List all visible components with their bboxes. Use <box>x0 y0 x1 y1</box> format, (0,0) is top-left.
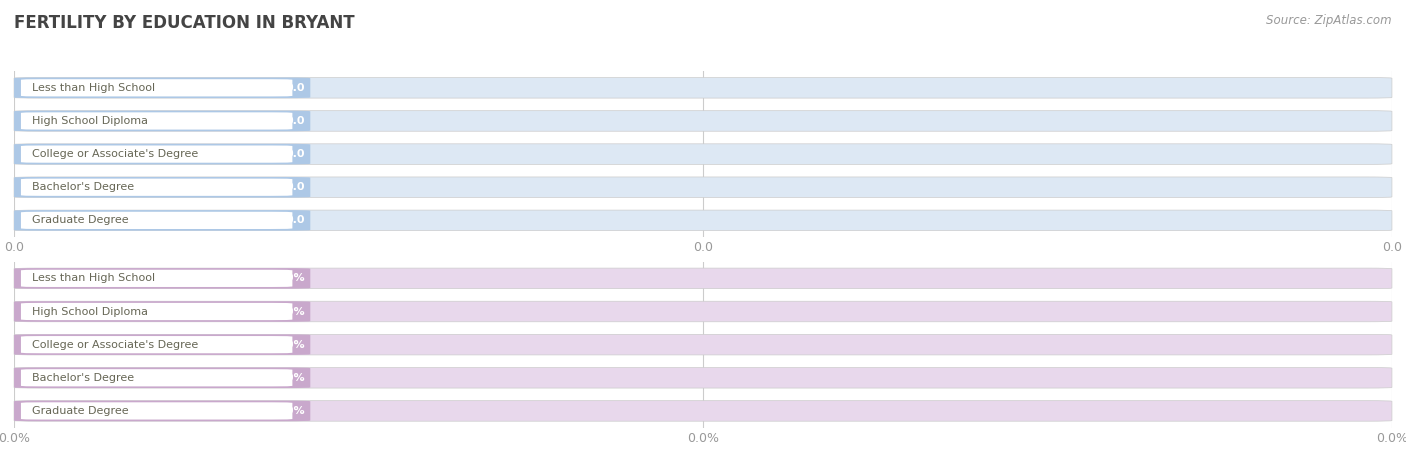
FancyBboxPatch shape <box>14 210 311 231</box>
FancyBboxPatch shape <box>14 177 1392 198</box>
Text: College or Associate's Degree: College or Associate's Degree <box>32 149 198 159</box>
FancyBboxPatch shape <box>14 368 1392 388</box>
FancyBboxPatch shape <box>21 336 292 353</box>
FancyBboxPatch shape <box>21 113 292 130</box>
Text: 0.0: 0.0 <box>285 116 305 126</box>
FancyBboxPatch shape <box>21 369 292 386</box>
Text: College or Associate's Degree: College or Associate's Degree <box>32 340 198 350</box>
Text: 0.0%: 0.0% <box>274 306 305 316</box>
Text: 0.0: 0.0 <box>285 83 305 93</box>
Text: High School Diploma: High School Diploma <box>32 116 148 126</box>
FancyBboxPatch shape <box>21 179 292 196</box>
Text: Less than High School: Less than High School <box>32 83 155 93</box>
FancyBboxPatch shape <box>21 303 292 320</box>
Text: 0.0%: 0.0% <box>274 274 305 284</box>
Text: 0.0: 0.0 <box>285 149 305 159</box>
FancyBboxPatch shape <box>14 400 311 421</box>
FancyBboxPatch shape <box>21 79 292 96</box>
FancyBboxPatch shape <box>21 212 292 229</box>
FancyBboxPatch shape <box>14 177 311 198</box>
Text: 0.0: 0.0 <box>285 215 305 225</box>
FancyBboxPatch shape <box>14 144 311 164</box>
FancyBboxPatch shape <box>14 144 1392 164</box>
FancyBboxPatch shape <box>21 402 292 419</box>
Text: Bachelor's Degree: Bachelor's Degree <box>32 182 134 192</box>
FancyBboxPatch shape <box>14 77 311 98</box>
Text: 0.0%: 0.0% <box>274 340 305 350</box>
FancyBboxPatch shape <box>14 268 1392 289</box>
Text: 0.0%: 0.0% <box>274 406 305 416</box>
Text: 0.0%: 0.0% <box>274 373 305 383</box>
FancyBboxPatch shape <box>14 77 1392 98</box>
FancyBboxPatch shape <box>14 111 311 131</box>
Text: Bachelor's Degree: Bachelor's Degree <box>32 373 134 383</box>
FancyBboxPatch shape <box>14 334 311 355</box>
FancyBboxPatch shape <box>14 301 1392 322</box>
FancyBboxPatch shape <box>14 210 1392 231</box>
Text: Graduate Degree: Graduate Degree <box>32 215 128 225</box>
Text: 0.0: 0.0 <box>285 182 305 192</box>
FancyBboxPatch shape <box>21 270 292 287</box>
FancyBboxPatch shape <box>14 268 311 289</box>
Text: High School Diploma: High School Diploma <box>32 306 148 316</box>
FancyBboxPatch shape <box>14 111 1392 131</box>
FancyBboxPatch shape <box>14 400 1392 421</box>
Text: Graduate Degree: Graduate Degree <box>32 406 128 416</box>
Text: Source: ZipAtlas.com: Source: ZipAtlas.com <box>1267 14 1392 27</box>
Text: Less than High School: Less than High School <box>32 274 155 284</box>
FancyBboxPatch shape <box>14 301 311 322</box>
FancyBboxPatch shape <box>14 368 311 388</box>
FancyBboxPatch shape <box>14 334 1392 355</box>
FancyBboxPatch shape <box>21 145 292 163</box>
Text: FERTILITY BY EDUCATION IN BRYANT: FERTILITY BY EDUCATION IN BRYANT <box>14 14 354 32</box>
